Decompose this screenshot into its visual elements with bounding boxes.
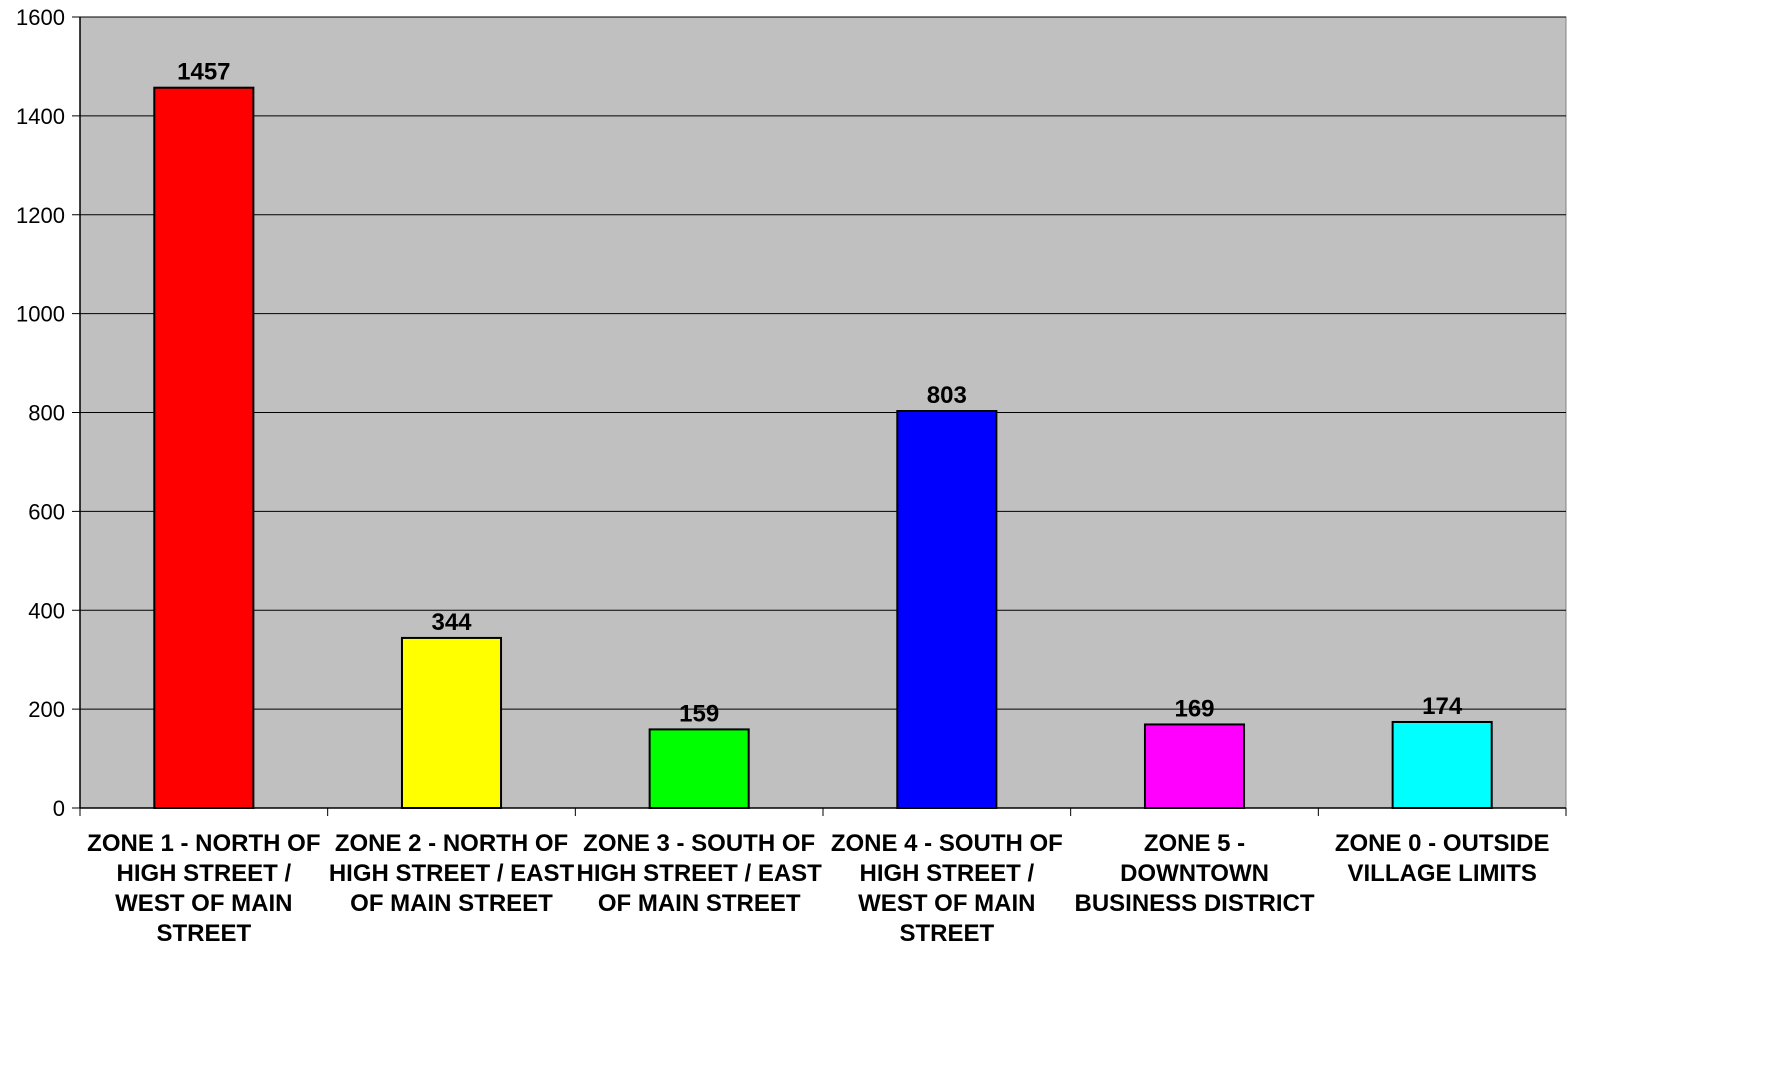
y-tick-label: 400 bbox=[28, 598, 65, 623]
y-tick-label: 200 bbox=[28, 697, 65, 722]
category-label: HIGH STREET / bbox=[116, 860, 291, 887]
data-label: 803 bbox=[927, 382, 967, 409]
category-label: ZONE 4 - SOUTH OF bbox=[831, 830, 1063, 857]
category-labels: ZONE 1 - NORTH OF HIGH STREET / WEST OF MA… bbox=[87, 830, 1549, 947]
category-label: HIGH STREET / EAST bbox=[329, 860, 575, 887]
data-label: 159 bbox=[679, 700, 719, 727]
bar bbox=[153, 86, 255, 810]
category-label: ZONE 5 - bbox=[1144, 830, 1245, 857]
category-label: HIGH STREET / bbox=[859, 860, 1034, 887]
data-label: 169 bbox=[1174, 695, 1214, 722]
category-label: ZONE 3 - SOUTH OF bbox=[583, 830, 815, 857]
data-label: 344 bbox=[431, 609, 472, 636]
data-label: 174 bbox=[1422, 693, 1463, 720]
category-label: VILLAGE LIMITS bbox=[1348, 860, 1537, 887]
y-tick-label: 1000 bbox=[16, 302, 65, 327]
y-tick-label: 800 bbox=[28, 401, 65, 426]
category-label: STREET bbox=[899, 920, 994, 947]
y-tick-label: 0 bbox=[53, 796, 65, 821]
x-axis bbox=[79, 807, 1567, 816]
bar bbox=[400, 636, 503, 809]
category-label: ZONE 2 - NORTH OF bbox=[335, 830, 568, 857]
category-label: ZONE 0 - OUTSIDE bbox=[1335, 830, 1550, 857]
bar bbox=[1143, 723, 1246, 809]
data-labels: 1457 344 159 803 169 174 bbox=[177, 59, 1463, 728]
category-label: BUSINESS DISTRICT bbox=[1074, 890, 1314, 917]
gridlines bbox=[80, 16, 1566, 710]
category-label: HIGH STREET / EAST bbox=[576, 860, 822, 887]
y-axis: 0 200 400 600 800 1000 1200 1400 1600 bbox=[16, 5, 81, 821]
bar bbox=[648, 728, 750, 809]
category-label: ZONE 1 - NORTH OF bbox=[87, 830, 320, 857]
y-tick-label: 1400 bbox=[16, 104, 65, 129]
category-label: OF MAIN STREET bbox=[598, 890, 801, 917]
category-label: DOWNTOWN bbox=[1120, 860, 1269, 887]
y-tick-label: 1200 bbox=[16, 203, 65, 228]
category-label: OF MAIN STREET bbox=[350, 890, 553, 917]
y-tick-label: 1600 bbox=[16, 5, 65, 30]
bar bbox=[1391, 720, 1493, 810]
category-label: WEST OF MAIN bbox=[115, 890, 292, 917]
data-label: 1457 bbox=[177, 59, 230, 86]
bar bbox=[896, 410, 998, 809]
category-label: WEST OF MAIN bbox=[858, 890, 1035, 917]
bars bbox=[153, 86, 1493, 810]
y-tick-label: 600 bbox=[28, 499, 65, 524]
category-label: STREET bbox=[156, 920, 251, 947]
